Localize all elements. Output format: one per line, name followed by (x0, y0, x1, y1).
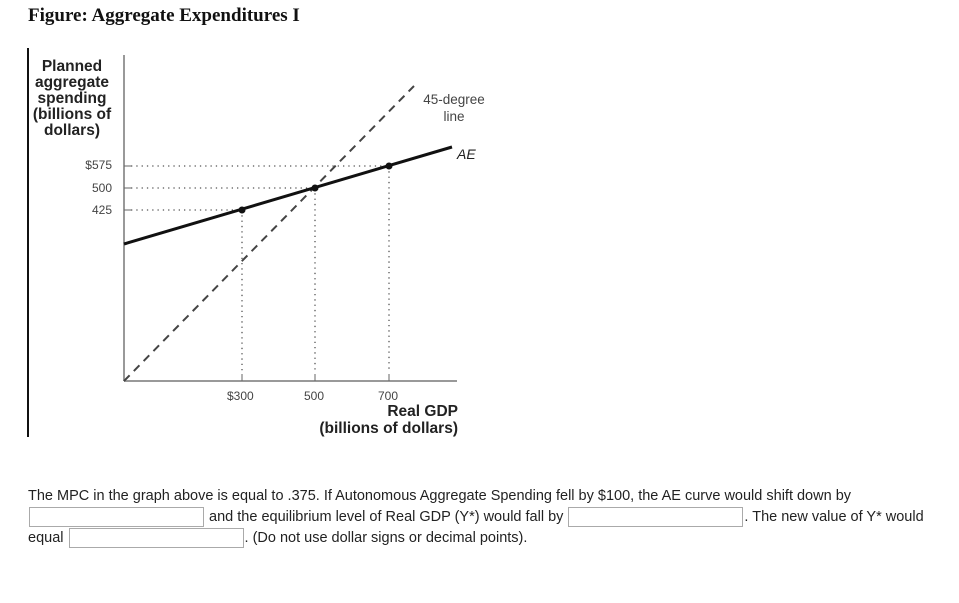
guide-lines (131, 165, 390, 372)
left-border-rule (27, 48, 29, 437)
figure-title: Figure: Aggregate Expenditures I (28, 5, 300, 26)
new-y-star-answer-input[interactable] (68, 528, 244, 549)
ae-shift-answer-input[interactable] (29, 507, 204, 528)
x-axis-label: Real GDP (billions of dollars) (319, 403, 458, 437)
x-tick-500: 500 (304, 389, 325, 403)
y-tick-575: $575 (85, 158, 112, 172)
ae-line (123, 145, 453, 246)
45-degree-line (123, 85, 415, 382)
x-tick-700: 700 (378, 389, 399, 403)
point-300-425 (238, 206, 246, 214)
45-degree-annotation: 45-degree line (423, 92, 485, 124)
y-tick-425: 425 (91, 203, 112, 217)
ae-label: AE (457, 146, 476, 162)
point-500-500 (311, 184, 319, 192)
gdp-fall-answer-input[interactable] (568, 507, 744, 528)
y-axis-label: Planned aggregate spending (billions of … (32, 58, 112, 139)
x-tick-300: $300 (227, 389, 254, 403)
question-text: The MPC in the graph above is equal to .… (28, 486, 943, 549)
point-700-575 (385, 162, 393, 170)
y-tick-500: 500 (91, 181, 112, 195)
